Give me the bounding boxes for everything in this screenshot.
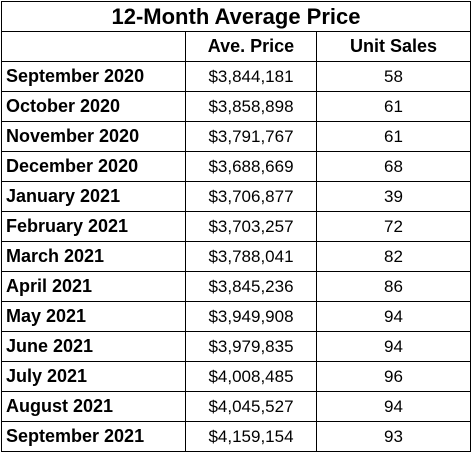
month-cell: March 2021 — [1, 241, 186, 272]
title-row: 12-Month Average Price — [0, 1, 471, 32]
month-cell: September 2021 — [1, 421, 186, 452]
units-cell: 61 — [315, 121, 471, 152]
price-cell: $3,979,835 — [185, 331, 317, 362]
table-row: November 2020 $3,791,767 61 — [1, 121, 471, 152]
units-cell: 93 — [315, 421, 471, 452]
table-row: April 2021 $3,845,236 86 — [1, 271, 471, 302]
units-cell: 68 — [315, 151, 471, 182]
price-cell: $4,045,527 — [185, 391, 317, 422]
price-cell: $3,949,908 — [185, 301, 317, 332]
units-cell: 82 — [315, 241, 471, 272]
table-row: September 2020 $3,844,181 58 — [1, 61, 471, 92]
table-row: December 2020 $3,688,669 68 — [1, 151, 471, 182]
units-cell: 94 — [315, 301, 471, 332]
table-row: September 2021 $4,159,154 93 — [1, 421, 471, 452]
price-cell: $3,703,257 — [185, 211, 317, 242]
month-cell: July 2021 — [1, 361, 186, 392]
units-cell: 94 — [315, 331, 471, 362]
table-row: May 2021 $3,949,908 94 — [1, 301, 471, 332]
units-cell: 61 — [315, 91, 471, 122]
units-column-header: Unit Sales — [315, 31, 471, 62]
price-cell: $3,844,181 — [185, 61, 317, 92]
month-cell: December 2020 — [1, 151, 186, 182]
table-title: 12-Month Average Price — [0, 1, 471, 32]
units-cell: 96 — [315, 361, 471, 392]
table-row: August 2021 $4,045,527 94 — [1, 391, 471, 422]
price-cell: $3,688,669 — [185, 151, 317, 182]
month-cell: November 2020 — [1, 121, 186, 152]
table-row: January 2021 $3,706,877 39 — [1, 181, 471, 212]
price-cell: $3,845,236 — [185, 271, 317, 302]
month-cell: October 2020 — [1, 91, 186, 122]
month-cell: April 2021 — [1, 271, 186, 302]
month-cell: September 2020 — [1, 61, 186, 92]
month-cell: May 2021 — [1, 301, 186, 332]
month-column-header — [1, 31, 186, 62]
table-body: September 2020 $3,844,181 58 October 202… — [1, 61, 471, 452]
units-cell: 72 — [315, 211, 471, 242]
table-row: March 2021 $3,788,041 82 — [1, 241, 471, 272]
price-cell: $3,706,877 — [185, 181, 317, 212]
price-column-header: Ave. Price — [185, 31, 317, 62]
table-row: October 2020 $3,858,898 61 — [1, 91, 471, 122]
price-cell: $3,858,898 — [185, 91, 317, 122]
table-row: June 2021 $3,979,835 94 — [1, 331, 471, 362]
units-cell: 94 — [315, 391, 471, 422]
units-cell: 58 — [315, 61, 471, 92]
price-cell: $3,791,767 — [185, 121, 317, 152]
price-cell: $4,008,485 — [185, 361, 317, 392]
units-cell: 39 — [315, 181, 471, 212]
table-row: February 2021 $3,703,257 72 — [1, 211, 471, 242]
month-cell: February 2021 — [1, 211, 186, 242]
month-cell: June 2021 — [1, 331, 186, 362]
month-cell: August 2021 — [1, 391, 186, 422]
month-cell: January 2021 — [1, 181, 186, 212]
price-cell: $4,159,154 — [185, 421, 317, 452]
price-cell: $3,788,041 — [185, 241, 317, 272]
table-row: July 2021 $4,008,485 96 — [1, 361, 471, 392]
header-row: Ave. Price Unit Sales — [1, 31, 471, 62]
units-cell: 86 — [315, 271, 471, 302]
